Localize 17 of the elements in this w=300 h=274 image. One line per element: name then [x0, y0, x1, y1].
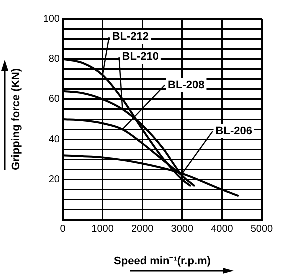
- y-tick-label: 60: [48, 94, 60, 106]
- y-tick-label: 20: [48, 174, 60, 186]
- x-tick-label: 3000: [171, 224, 194, 235]
- y-tick-label: 40: [48, 134, 60, 146]
- text: BL-206: [216, 126, 252, 138]
- x-tick-label: 0: [60, 224, 66, 235]
- text: BL-208: [168, 79, 205, 92]
- x-tick-label: 2000: [131, 224, 154, 235]
- x-tick-label: 1000: [92, 224, 114, 235]
- y-axis-title: Gripping force (KN): [10, 68, 23, 171]
- x-tick-label: 5000: [250, 224, 274, 235]
- x-tick-label: 4000: [211, 224, 234, 235]
- text: BL-210: [122, 51, 159, 64]
- x-axis-title: Speed min⁻¹(r.p.m): [114, 255, 212, 268]
- y-tick-label: 100: [43, 14, 60, 25]
- y-tick-label: 80: [48, 54, 60, 65]
- text: BL-212: [112, 31, 150, 44]
